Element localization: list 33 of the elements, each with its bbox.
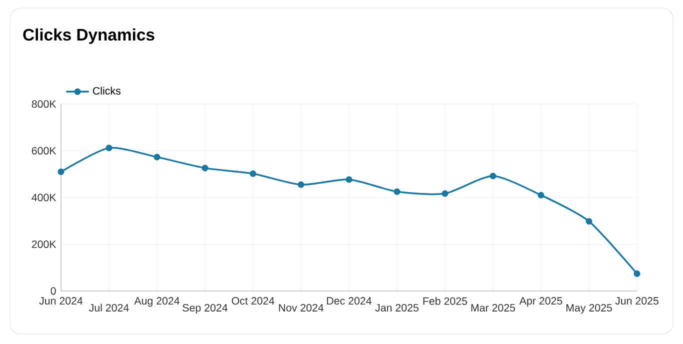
- y-tick-label: 0: [50, 287, 56, 295]
- chart-title: Clicks Dynamics: [23, 28, 154, 44]
- y-tick-label: 200K: [32, 240, 56, 248]
- point: [394, 188, 400, 195]
- y-tick-label: 800K: [32, 100, 56, 108]
- x-tick-label: Jul 2024: [89, 304, 129, 312]
- x-tick-label: Nov 2024: [279, 304, 324, 312]
- x-tick-label: Sep 2024: [182, 304, 228, 314]
- point: [58, 168, 64, 176]
- point: [346, 176, 352, 183]
- x-tick-label: Mar 2025: [471, 304, 516, 312]
- point: [298, 181, 304, 188]
- x-tick-label: May 2025: [566, 304, 612, 314]
- point: [106, 144, 112, 152]
- point: [202, 164, 208, 172]
- point: [490, 172, 496, 180]
- point: [442, 190, 448, 197]
- x-tick-label: Oct 2024: [232, 297, 274, 305]
- x-tick-label: Jun 2025: [615, 297, 658, 305]
- x-tick-label: Dec 2024: [327, 297, 372, 305]
- point: [154, 154, 160, 160]
- point: [634, 270, 640, 277]
- point: [586, 218, 592, 225]
- x-tick-label: Jun 2024: [39, 297, 83, 305]
- point: [250, 170, 256, 177]
- point: [538, 192, 544, 198]
- x-tick-label: Feb 2025: [423, 297, 468, 305]
- x-tick-label: Aug 2024: [134, 297, 180, 307]
- y-tick-label: 400K: [32, 194, 56, 202]
- legend-label: Clicks: [92, 86, 120, 95]
- x-tick-label: Apr 2025: [519, 297, 562, 307]
- y-tick-label: 600K: [32, 146, 56, 155]
- x-tick-label: Jan 2025: [375, 304, 418, 312]
